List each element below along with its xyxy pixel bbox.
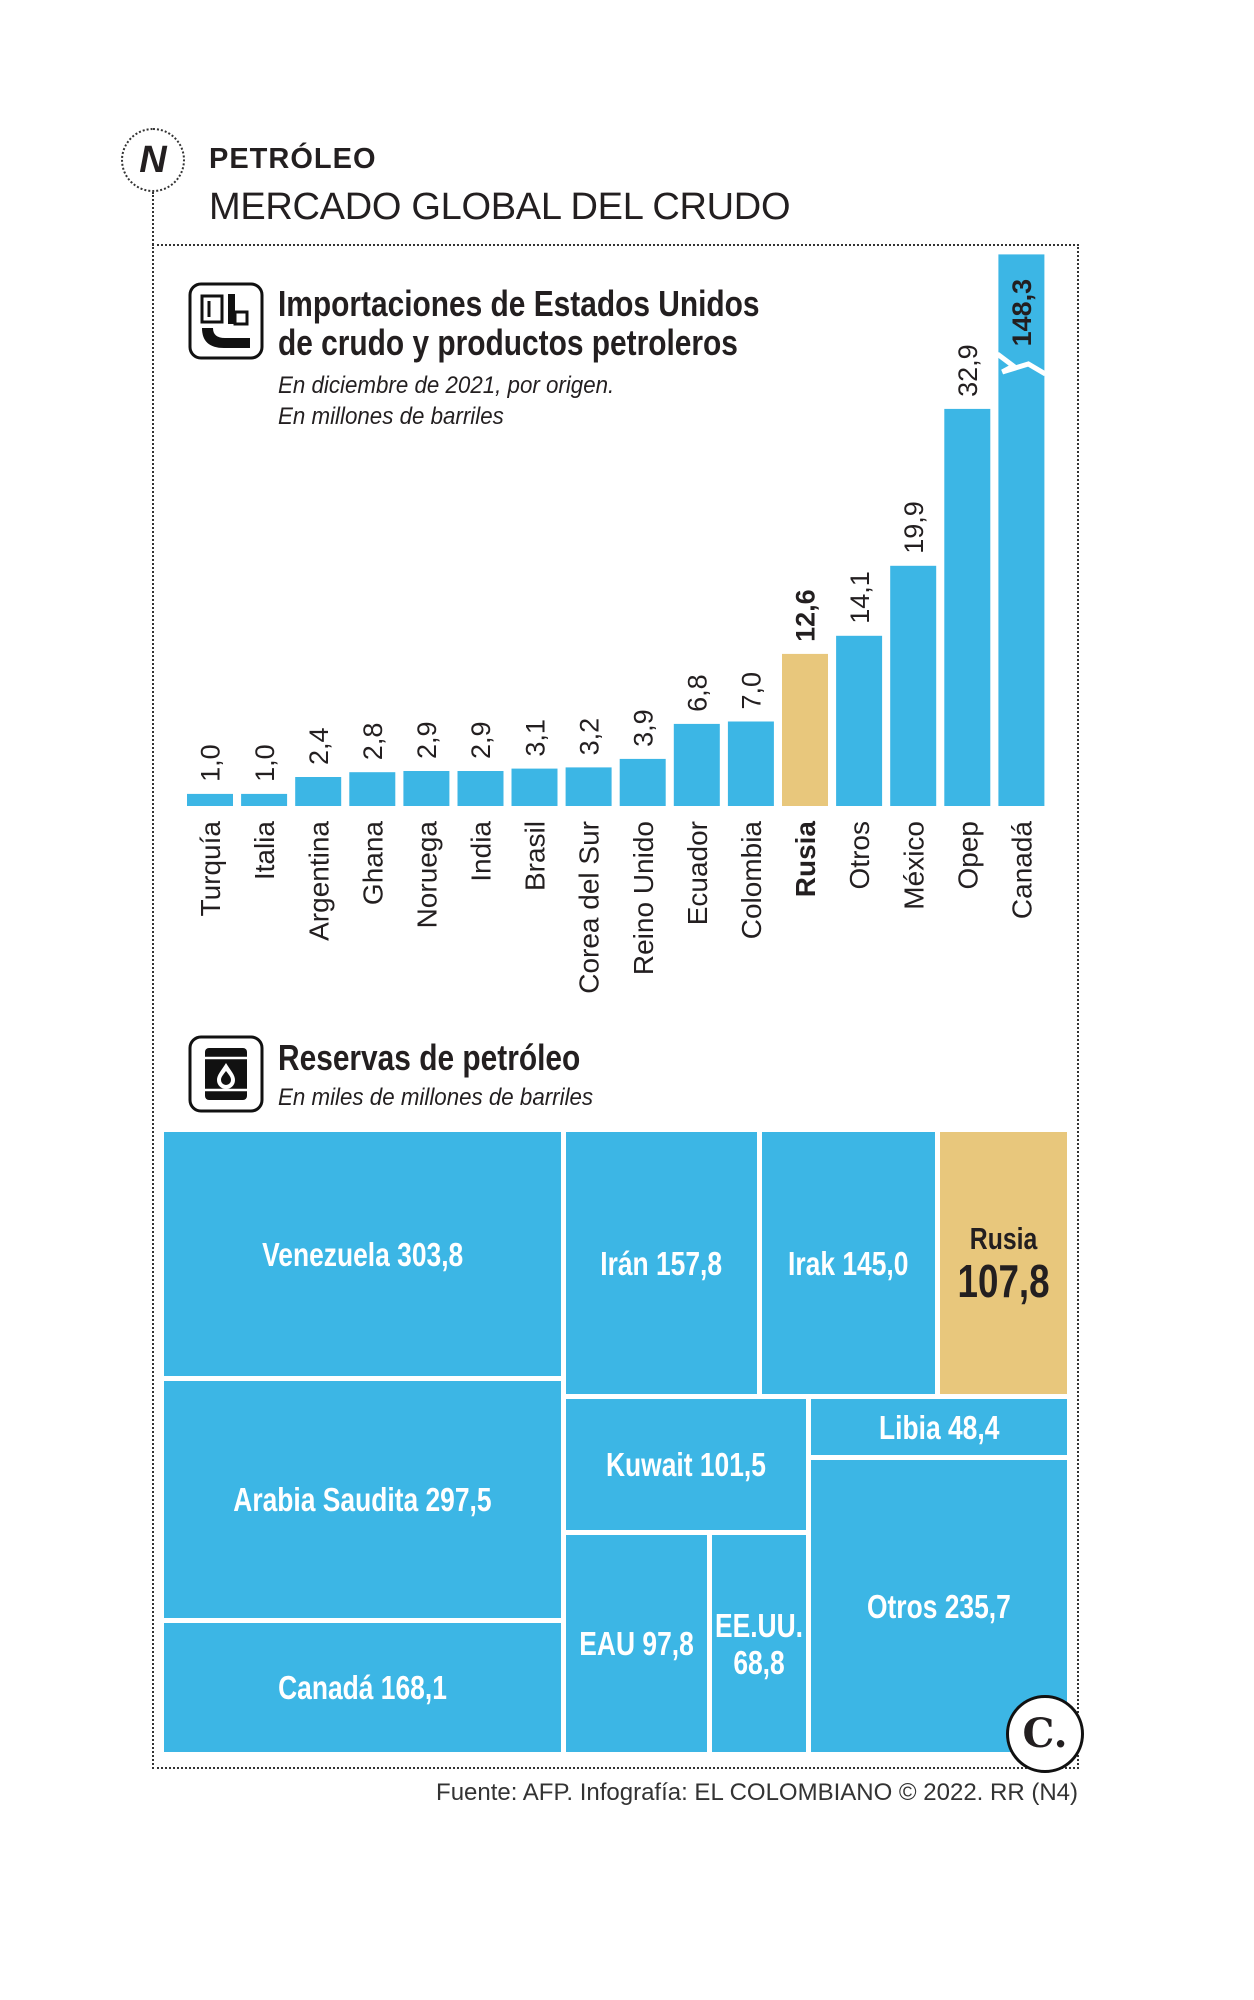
reserve-value: 48,4	[948, 1409, 999, 1446]
chart-title-line: Importaciones de Estados Unidos	[278, 284, 760, 323]
reserve-label: Canadá 168,1	[278, 1669, 447, 1706]
reserve-value: 157,8	[656, 1245, 722, 1282]
oil-barrel-icon	[188, 1035, 264, 1113]
chart-title: Importaciones de Estados Unidos de crudo…	[278, 284, 858, 362]
chart-subtitle-line: En millones de barriles	[278, 401, 614, 432]
reserve-arabia-saudita: Arabia Saudita 297,5	[164, 1381, 561, 1618]
oil-pump-icon	[188, 282, 264, 360]
reserve-name: Venezuela	[262, 1236, 390, 1273]
reserve-name: Otros	[867, 1588, 937, 1625]
reserve-value: 68,8	[715, 1644, 803, 1681]
section-logo-letter: N	[139, 141, 166, 179]
reserve-kuwait: Kuwait 101,5	[566, 1399, 806, 1530]
reserve-name: Irán	[601, 1245, 649, 1282]
reserve-label: Rusia 107,8	[957, 1221, 1049, 1305]
reserve-iran: Irán 157,8	[566, 1132, 757, 1394]
reserve-name: Canadá	[278, 1669, 373, 1706]
el-colombiano-logo-text: C.	[1022, 1714, 1067, 1754]
reserve-label: Otros 235,7	[867, 1588, 1011, 1625]
el-colombiano-logo: C.	[1006, 1695, 1084, 1773]
reserve-value: 101,5	[700, 1446, 766, 1483]
reserve-name: Rusia	[957, 1221, 1049, 1257]
chart-subtitle-line: En diciembre de 2021, por origen.	[278, 370, 614, 401]
reserve-canada: Canadá 168,1	[164, 1623, 561, 1752]
reserve-name: Irak	[788, 1245, 835, 1282]
kicker: PETRÓLEO	[209, 142, 377, 176]
reserve-label: Libia 48,4	[879, 1409, 999, 1446]
reserve-label: Irak 145,0	[788, 1245, 908, 1282]
reserve-label: EE.UU. 68,8	[715, 1607, 803, 1681]
reserve-name: EAU	[579, 1625, 635, 1662]
reserves-subtitle: En miles de millones de barriles	[278, 1082, 593, 1113]
reserve-rusia: Rusia 107,8	[940, 1132, 1067, 1394]
reserve-irak: Irak 145,0	[762, 1132, 935, 1394]
reserve-label: Venezuela 303,8	[262, 1236, 463, 1273]
source-credit: Fuente: AFP. Infografía: EL COLOMBIANO ©…	[436, 1779, 1078, 1807]
reserve-venezuela: Venezuela 303,8	[164, 1132, 561, 1376]
reserve-ee-uu: EE.UU. 68,8	[712, 1535, 806, 1752]
reserve-name: Libia	[879, 1409, 941, 1446]
chart-title-line: de crudo y productos petroleros	[278, 323, 760, 362]
reserve-value: 297,5	[426, 1481, 492, 1518]
section-logo: N	[121, 128, 185, 192]
reserve-value: 107,8	[957, 1257, 1049, 1305]
reserve-value: 145,0	[843, 1245, 909, 1282]
reserve-value: 235,7	[945, 1588, 1011, 1625]
reserve-label: Irán 157,8	[601, 1245, 723, 1282]
reserve-libia: Libia 48,4	[811, 1399, 1067, 1455]
frame-connector	[152, 192, 154, 245]
reserve-label: Arabia Saudita 297,5	[233, 1481, 491, 1518]
reserve-value: 97,8	[642, 1625, 693, 1662]
reserve-eau: EAU 97,8	[566, 1535, 707, 1752]
reserves-title: Reservas de petróleo	[278, 1038, 580, 1077]
reserve-name: EE.UU.	[715, 1607, 803, 1644]
chart-subtitle: En diciembre de 2021, por origen. En mil…	[278, 370, 640, 432]
reserve-label: EAU 97,8	[579, 1625, 693, 1662]
reserve-value: 168,1	[381, 1669, 447, 1706]
reserve-value: 303,8	[397, 1236, 463, 1273]
reserve-name: Kuwait	[606, 1446, 693, 1483]
reserve-label: Kuwait 101,5	[606, 1446, 766, 1483]
reserve-name: Arabia Saudita	[233, 1481, 418, 1518]
page-title: MERCADO GLOBAL DEL CRUDO	[209, 185, 790, 229]
